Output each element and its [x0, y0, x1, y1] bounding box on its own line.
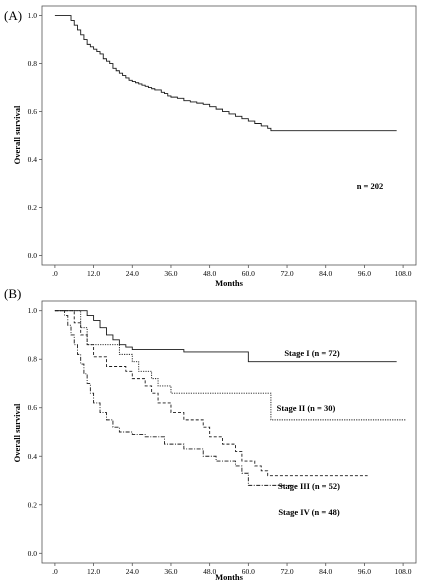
panel-b-y-tick-label: 1.0: [28, 306, 38, 315]
panel-b-survival-curve-stage-iii: [54, 310, 368, 477]
panel-a-y-tick-label: 0.0: [28, 251, 38, 260]
panel-b-x-tick-label: 48.0: [203, 567, 216, 576]
panel-a-x-tick-label: 72.0: [280, 269, 293, 278]
panel-b-x-tick-label: 72.0: [280, 567, 293, 576]
panel-a-frame: [41, 5, 417, 266]
panel-a-n-annotation: n = 202: [357, 181, 384, 191]
panel-b-x-tick-label: 24.0: [126, 567, 139, 576]
panel-b-x-tick-label: 84.0: [319, 567, 332, 576]
panel-a-y-tick-label: 0.6: [28, 107, 38, 116]
panel-b-x-tick-label: 60.0: [242, 567, 255, 576]
panel-a-x-tick-label: 96.0: [358, 269, 371, 278]
legend-stage-iv: Stage IV (n = 48): [278, 507, 340, 517]
panel-b-y-tick-label: 0.0: [28, 549, 38, 558]
panel-a-y-tick-label: 0.8: [28, 59, 38, 68]
panel-b-series: [54, 310, 407, 486]
panel-a-x-tick-label: 12.0: [87, 269, 100, 278]
panel-b-y-tick-label: 0.2: [28, 500, 38, 509]
panel-b-survival-curve-stage-i: [54, 310, 397, 363]
panel-a-y-tick-label: 1.0: [28, 11, 38, 20]
panel-a-x-axis: .0 12.0 24.0 36.0 48.0 60.0 72.0 84.0 96.0 108.0: [52, 265, 412, 278]
legend-stage-i: Stage I (n = 72): [284, 348, 340, 358]
panel-b-y-tick-label: 0.8: [28, 355, 38, 364]
panel-b-frame: [41, 300, 417, 564]
panel-a-y-axis: 0.0 0.2 0.4 0.6 0.8 1.0: [28, 11, 42, 260]
panel-a-x-tick-label: 108.0: [395, 269, 412, 278]
panel-a-x-tick-label: 84.0: [319, 269, 332, 278]
panel-b-y-axis: 0.0 0.2 0.4 0.6 0.8 1.0: [28, 306, 42, 558]
panel-b-x-tick-label: .0: [52, 567, 58, 576]
panel-b: (B) .0 12.0 24.0 36.0 48.0 60.0 72.0 84.0 96.0 10…: [4, 286, 417, 582]
panel-a-x-tick-label: 60.0: [242, 269, 255, 278]
panel-a-y-tick-label: 0.2: [28, 203, 38, 212]
legend-stage-iii: Stage III (n = 52): [278, 481, 340, 491]
panel-a-x-tick-label: 24.0: [126, 269, 139, 278]
panel-b-survival-curve-stage-ii: [54, 310, 407, 421]
panel-a-survival-curve-overall: [54, 15, 397, 132]
panel-a-x-tick-label: .0: [52, 269, 58, 278]
panel-b-label: (B): [4, 286, 21, 301]
panel-a-x-title: Months: [215, 278, 244, 288]
panel-b-x-tick-label: 36.0: [164, 567, 177, 576]
panel-b-y-tick-label: 0.6: [28, 403, 38, 412]
legend-stage-ii: Stage II (n = 30): [277, 403, 336, 413]
panel-b-survival-curve-stage-iv: [54, 310, 294, 486]
panel-b-x-tick-label: 96.0: [358, 567, 371, 576]
panel-a-x-tick-label: 48.0: [203, 269, 216, 278]
panel-a-y-tick-label: 0.4: [28, 155, 38, 164]
panel-a-series: [54, 15, 397, 132]
panel-b-y-tick-label: 0.4: [28, 452, 38, 461]
panel-a-x-tick-label: 36.0: [164, 269, 177, 278]
panel-b-x-tick-label: 108.0: [395, 567, 412, 576]
panel-b-x-axis: .0 12.0 24.0 36.0 48.0 60.0 72.0 84.0 96.0 108.0: [52, 563, 412, 576]
panel-a: (A) .0 12.0 24.0 36.0 48.0 60.0 72.0 84.0 96.0 10…: [4, 5, 417, 288]
panel-b-x-tick-label: 12.0: [87, 567, 100, 576]
panel-b-y-title: Overall survival: [12, 403, 22, 462]
panel-a-label: (A): [4, 8, 22, 23]
panel-b-x-title: Months: [215, 572, 244, 582]
panel-a-y-title: Overall survival: [12, 105, 22, 164]
